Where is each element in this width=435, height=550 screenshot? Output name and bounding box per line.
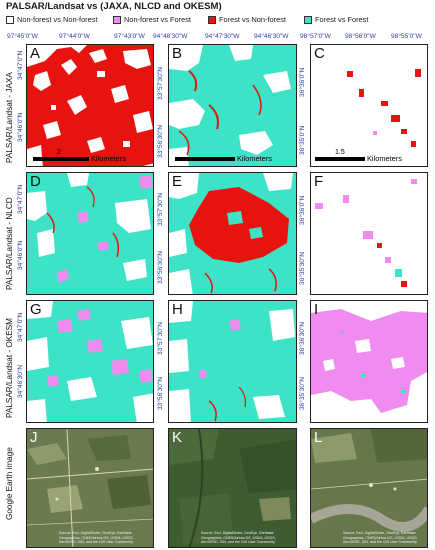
lon-tick: 98°57'0"W xyxy=(300,33,331,40)
scale-bar-unit: Kilometers xyxy=(91,154,126,163)
satellite-image-j: J Source: Esri, DigitalGlobe, GeoEye, Ea… xyxy=(26,428,154,548)
map-panel-e: E xyxy=(168,172,297,295)
scale-bar-line xyxy=(175,157,235,161)
classification-map xyxy=(169,173,293,294)
legend-swatch xyxy=(6,16,14,24)
panel-letter-k: K xyxy=(172,429,183,446)
scale-bar-number: 1.5 xyxy=(335,149,345,156)
row-label-jaxa: PALSAR/Landsat - JAXA xyxy=(5,72,14,163)
panel-letter-e: E xyxy=(172,173,183,190)
classification-map xyxy=(27,301,153,422)
scale-bar-unit: Kilometers xyxy=(237,154,272,163)
map-panel-h: H xyxy=(168,300,297,423)
lon-tick: 98°55'0"W xyxy=(391,33,422,40)
classification-map xyxy=(27,45,153,166)
lon-tick: 97°44'0"W xyxy=(59,33,90,40)
lat-tick: 34°47'0"N xyxy=(17,50,24,80)
lat-tick: 36°35'0"N xyxy=(299,125,306,155)
map-panel-c: C 1.5 Kilometers xyxy=(310,44,428,167)
map-panel-d: D xyxy=(26,172,154,295)
legend-label: Forest vs Non-forest xyxy=(219,15,286,24)
lat-tick: 33°57'30"N xyxy=(157,321,164,355)
lon-tick: 94°48'30"W xyxy=(153,33,188,40)
classification-map xyxy=(347,69,421,147)
lat-tick: 34°46'0"N xyxy=(17,240,24,270)
panel-letter-h: H xyxy=(172,301,183,318)
map-panel-i: I xyxy=(310,300,428,423)
classification-map xyxy=(315,179,417,287)
legend-swatch xyxy=(113,16,121,24)
scale-bar-unit: Kilometers xyxy=(367,154,402,163)
row-label-nlcd: PALSAR/Landsat - NLCD xyxy=(5,197,14,290)
panel-letter-b: B xyxy=(172,45,183,62)
map-panel-f: F xyxy=(310,172,428,295)
lat-tick: 36°35'30"N xyxy=(299,376,306,410)
panel-letter-i: I xyxy=(314,301,319,318)
scale-bar-line xyxy=(33,157,89,161)
lon-tick: 97°43'0"W xyxy=(114,33,145,40)
lat-tick: 33°56'30"N xyxy=(157,376,164,410)
lat-tick: 34°46'30"N xyxy=(17,364,24,398)
map-panel-g: G xyxy=(26,300,154,423)
panel-letter-c: C xyxy=(314,45,325,62)
image-credit: Source: Esri, DigitalGlobe, GeoEye, Eart… xyxy=(59,531,134,544)
lon-tick: 94°46'30"W xyxy=(254,33,289,40)
legend: Non-forest vs Non-forest Non-forest vs F… xyxy=(6,14,431,26)
lat-tick: 33°56'30"N xyxy=(157,124,164,158)
lat-tick: 36°36'0"N xyxy=(299,67,306,97)
lat-tick: 33°57'30"N xyxy=(157,66,164,100)
legend-swatch xyxy=(208,16,216,24)
satellite-image xyxy=(311,429,427,547)
scale-bar: 2 Kilometers xyxy=(33,149,153,165)
lon-tick: 94°47'30"W xyxy=(205,33,240,40)
row-label-okesm: PALSAR/Landsat - OKESM xyxy=(5,318,14,418)
scale-bar: Kilometers xyxy=(175,149,295,165)
lat-tick: 36°36'0"N xyxy=(299,195,306,225)
classification-map xyxy=(27,173,153,283)
lat-tick: 36°35'30"N xyxy=(299,251,306,285)
lat-tick: 34°47'0"N xyxy=(17,312,24,342)
scale-bar-line xyxy=(315,157,365,161)
lon-tick: 97°45'0"W xyxy=(7,33,38,40)
lon-tick: 98°56'0"W xyxy=(345,33,376,40)
lat-tick: 34°47'0"N xyxy=(17,184,24,214)
scale-bar-number: 2 xyxy=(57,149,61,156)
lat-tick: 34°46'0"N xyxy=(17,112,24,142)
lat-tick: 36°36'30"N xyxy=(299,321,306,355)
scale-bar: 1.5 Kilometers xyxy=(315,149,427,165)
row-label-google-earth: Google Earth image xyxy=(5,447,14,520)
classification-map xyxy=(169,45,296,166)
legend-swatch xyxy=(304,16,312,24)
image-credit: Source: Esri, DigitalGlobe, GeoEye, Eart… xyxy=(201,531,276,544)
map-panel-b: B Kilometers xyxy=(168,44,297,167)
classification-map xyxy=(311,309,427,413)
legend-label: Forest vs Forest xyxy=(315,15,369,24)
image-credit: Source: Esri, DigitalGlobe, GeoEye, Eart… xyxy=(343,531,418,544)
legend-label: Non-forest vs Non-forest xyxy=(17,15,98,24)
panel-letter-l: L xyxy=(314,429,323,446)
satellite-image-l: L Source: Esri, DigitalGlobe, GeoEye, Ea… xyxy=(310,428,428,548)
panel-letter-g: G xyxy=(30,301,42,318)
panel-letter-d: D xyxy=(30,173,41,190)
satellite-image xyxy=(27,429,153,547)
satellite-image-k: K Source: Esri, DigitalGlobe, GeoEye, Ea… xyxy=(168,428,297,548)
figure-title: PALSAR/Landsat vs (JAXA, NLCD and OKESM) xyxy=(6,1,222,12)
panel-letter-a: A xyxy=(30,45,41,62)
panel-letter-f: F xyxy=(314,173,324,190)
legend-label: Non-forest vs Forest xyxy=(124,15,191,24)
lat-tick: 33°56'30"N xyxy=(157,250,164,284)
satellite-image xyxy=(169,429,296,547)
lat-tick: 33°57'30"N xyxy=(157,192,164,226)
map-panel-a: A 2 Kilometers xyxy=(26,44,154,167)
panel-letter-j: J xyxy=(30,429,38,446)
classification-map xyxy=(169,301,295,422)
